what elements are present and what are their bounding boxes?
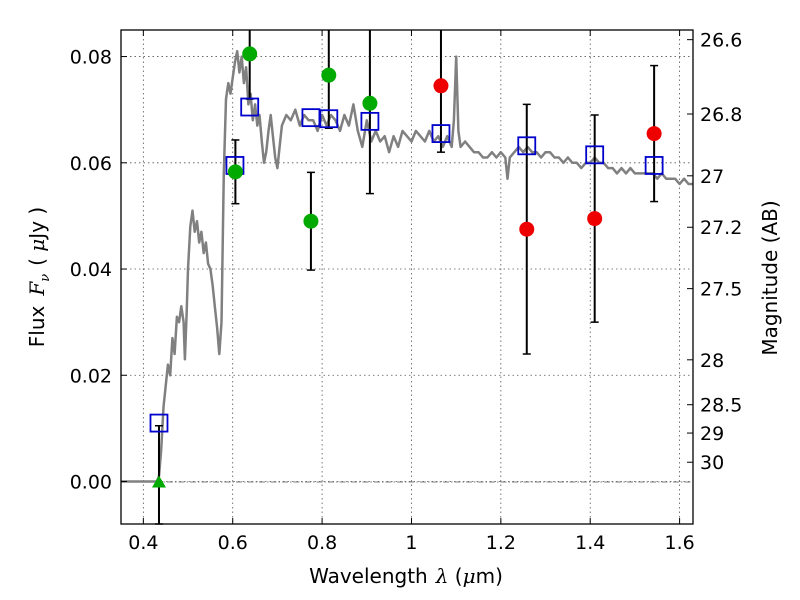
y2-axis-label: Magnitude (AB) bbox=[758, 200, 782, 355]
y-axis-label: FluxFν( μJy ) bbox=[25, 207, 53, 347]
model-sed-line bbox=[121, 49, 693, 483]
detection-point bbox=[227, 164, 243, 180]
x-tick-label: 1.2 bbox=[486, 532, 516, 554]
model-photometry-point bbox=[319, 109, 339, 129]
x-tick-label: 1 bbox=[405, 532, 417, 554]
mag-tick-label: 27 bbox=[700, 166, 724, 188]
model-photometry-layer bbox=[149, 97, 664, 433]
x-tick-label: 0.8 bbox=[307, 532, 337, 554]
y-tick-label: 0.08 bbox=[70, 47, 112, 69]
plot-frame bbox=[120, 29, 694, 525]
x-tick-label: 0.4 bbox=[128, 532, 158, 554]
detection-point bbox=[362, 95, 378, 111]
model-photometry-point bbox=[644, 156, 664, 175]
detection-point bbox=[321, 67, 337, 83]
lowsn-point bbox=[519, 221, 535, 237]
x-tick-label: 1.6 bbox=[664, 532, 694, 554]
model-photometry-point bbox=[360, 111, 380, 131]
detection-point bbox=[242, 46, 258, 62]
mag-tick-label: 27.2 bbox=[700, 217, 742, 239]
model-photometry-point bbox=[517, 136, 537, 156]
lowsn-point bbox=[433, 78, 449, 94]
model-sed-layer bbox=[121, 49, 693, 483]
model-photometry-point bbox=[240, 97, 260, 117]
mag-tick-label: 27.5 bbox=[700, 279, 742, 301]
mag-tick-label: 26.8 bbox=[700, 104, 742, 126]
mag-tick-label: 28 bbox=[700, 350, 724, 372]
detection-point bbox=[303, 213, 319, 229]
model-photometry-point bbox=[149, 413, 169, 433]
observed-photometry-layer bbox=[151, 46, 662, 488]
mag-tick-label: 30 bbox=[700, 452, 724, 474]
x-tick-label: 0.6 bbox=[218, 532, 248, 554]
y-tick-label: 0.02 bbox=[70, 365, 112, 387]
mag-tick-label: 29 bbox=[700, 423, 724, 445]
mag-tick-label: 28.5 bbox=[700, 395, 742, 417]
y-tick-label: 0.04 bbox=[70, 259, 112, 281]
error-bars bbox=[154, 30, 659, 525]
lowsn-point bbox=[646, 126, 662, 142]
y-tick-label: 0.06 bbox=[70, 153, 112, 175]
grid-lines bbox=[121, 30, 693, 524]
lowsn-point bbox=[587, 211, 603, 227]
y-tick-label: 0.00 bbox=[70, 472, 112, 494]
mag-tick-label: 26.6 bbox=[700, 30, 742, 52]
model-photometry-point bbox=[585, 145, 605, 165]
model-photometry-point bbox=[431, 124, 451, 143]
axis-ticks: 0.4 0.6 0.8 1 1.2 1.4 1.6 0.00 0.02 0.04 0.06 0.08 2… bbox=[70, 30, 743, 554]
x-axis-label: Wavelength λ (μm) bbox=[309, 564, 503, 588]
x-tick-label: 1.4 bbox=[575, 532, 605, 554]
upper-limit-marker bbox=[151, 475, 166, 488]
